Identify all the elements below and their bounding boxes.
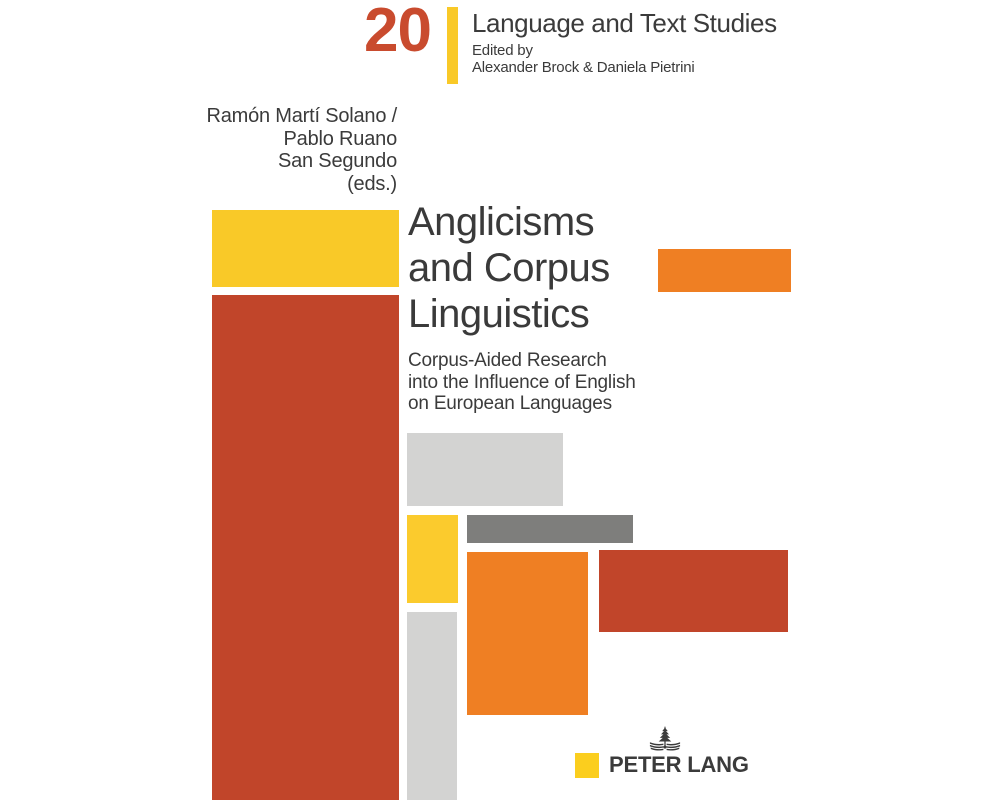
red-block-left-column bbox=[212, 295, 399, 800]
dark-gray-bar bbox=[467, 515, 633, 543]
series-info-block: Language and Text Studies Edited by Alex… bbox=[472, 9, 777, 76]
tree-over-open-book-icon bbox=[649, 726, 681, 751]
volume-editors-block: Ramón Martí Solano / Pablo Ruano San Seg… bbox=[206, 105, 397, 195]
book-subtitle-line: Corpus-Aided Research bbox=[408, 350, 607, 371]
book-subtitle-line: on European Languages bbox=[408, 393, 612, 414]
light-gray-block-middle bbox=[407, 433, 563, 506]
series-volume-number: 20 bbox=[364, 0, 432, 65]
yellow-block-small bbox=[407, 515, 458, 603]
series-title: Language and Text Studies bbox=[472, 8, 777, 38]
publisher-yellow-square bbox=[575, 753, 599, 778]
series-divider-bar bbox=[447, 7, 458, 84]
volume-editor-line: Ramón Martí Solano / bbox=[206, 105, 397, 127]
publisher-name: PETER LANG bbox=[609, 752, 749, 777]
light-gray-column-bottom bbox=[407, 612, 457, 800]
orange-block-right-of-title bbox=[658, 249, 791, 292]
orange-block-large bbox=[467, 552, 588, 715]
volume-editor-line: San Segundo bbox=[277, 150, 397, 172]
yellow-block-top-left bbox=[212, 210, 399, 287]
book-subtitle-line: into the Influence of English bbox=[408, 371, 636, 393]
red-block-right bbox=[599, 550, 788, 632]
volume-editor-line: (eds.) bbox=[347, 172, 397, 195]
book-title-line: Anglicisms bbox=[408, 200, 595, 244]
book-title-line: Linguistics bbox=[408, 292, 590, 336]
book-title-line: and Corpus bbox=[408, 246, 610, 290]
series-edited-by-label: Edited by bbox=[472, 42, 533, 59]
book-title: Anglicisms and Corpus Linguistics bbox=[408, 199, 610, 337]
book-subtitle: Corpus-Aided Research into the Influence… bbox=[408, 350, 636, 415]
series-editors: Alexander Brock & Daniela Pietrini bbox=[472, 59, 695, 76]
volume-editor-line: Pablo Ruano bbox=[283, 127, 398, 150]
